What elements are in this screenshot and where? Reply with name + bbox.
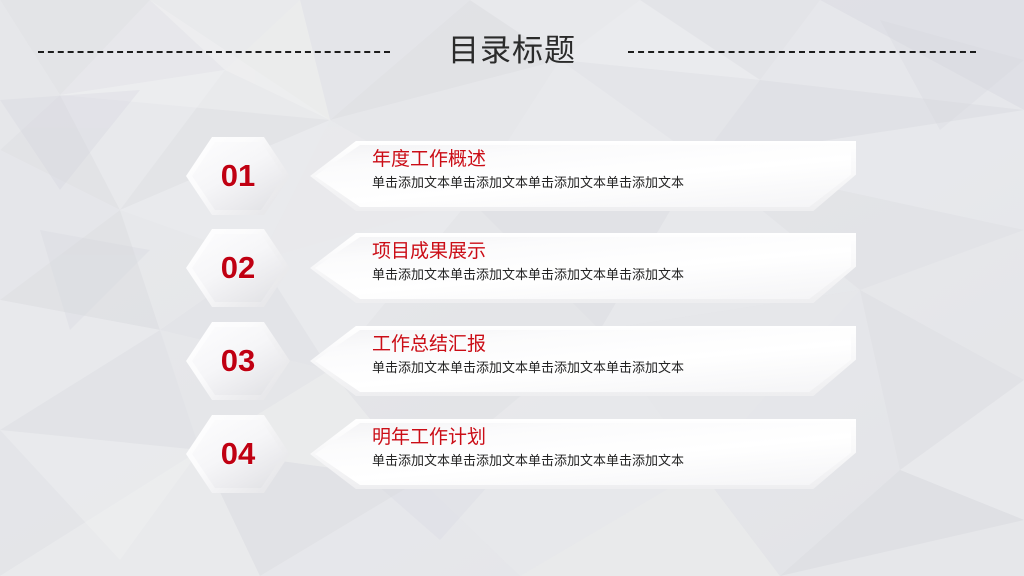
toc-item-1[interactable]: 01 年度工作概述 单击添加文本单击添加文本单击添加文本单击添加文本: [0, 137, 1024, 215]
banner-face-2: [315, 237, 851, 299]
item-subtitle-4: 单击添加文本单击添加文本单击添加文本单击添加文本: [372, 453, 685, 468]
hexagon-inner-3: [192, 327, 284, 395]
hexagon-badge-3[interactable]: 03: [186, 322, 290, 400]
hexagon-badge-1[interactable]: 01: [186, 137, 290, 215]
banner-face-4: [315, 423, 851, 485]
item-subtitle-1: 单击添加文本单击添加文本单击添加文本单击添加文本: [372, 175, 685, 190]
toc-item-4[interactable]: 04 明年工作计划 单击添加文本单击添加文本单击添加文本单击添加文本: [0, 415, 1024, 493]
banner-text-1: 年度工作概述 单击添加文本单击添加文本单击添加文本单击添加文本: [372, 147, 792, 193]
banner-4[interactable]: 明年工作计划 单击添加文本单击添加文本单击添加文本单击添加文本: [310, 419, 856, 489]
item-heading-4: 明年工作计划: [372, 427, 487, 448]
item-heading-1: 年度工作概述: [372, 149, 487, 170]
banner-face-3: [315, 330, 851, 392]
item-heading-2: 项目成果展示: [372, 241, 487, 262]
toc-item-3[interactable]: 03 工作总结汇报 单击添加文本单击添加文本单击添加文本单击添加文本: [0, 322, 1024, 400]
banner-face-1: [315, 145, 851, 207]
banner-2[interactable]: 项目成果展示 单击添加文本单击添加文本单击添加文本单击添加文本: [310, 233, 856, 303]
divider-left: [38, 51, 390, 53]
page-title: 目录标题: [448, 33, 576, 68]
hexagon-inner-4: [192, 420, 284, 488]
item-heading-3: 工作总结汇报: [372, 334, 487, 355]
banner-text-4: 明年工作计划 单击添加文本单击添加文本单击添加文本单击添加文本: [372, 425, 792, 471]
item-number-1: 01: [220, 158, 256, 193]
banner-text-3: 工作总结汇报 单击添加文本单击添加文本单击添加文本单击添加文本: [372, 332, 792, 378]
hexagon-badge-2[interactable]: 02: [186, 229, 290, 307]
toc-item-2[interactable]: 02 项目成果展示 单击添加文本单击添加文本单击添加文本单击添加文本: [0, 229, 1024, 307]
title-row: 目录标题: [0, 28, 1024, 74]
banner-1[interactable]: 年度工作概述 单击添加文本单击添加文本单击添加文本单击添加文本: [310, 141, 856, 211]
divider-right: [628, 51, 976, 53]
banner-text-2: 项目成果展示 单击添加文本单击添加文本单击添加文本单击添加文本: [372, 239, 792, 285]
item-number-4: 04: [220, 436, 256, 471]
item-number-2: 02: [220, 250, 256, 285]
hexagon-badge-4[interactable]: 04: [186, 415, 290, 493]
item-subtitle-3: 单击添加文本单击添加文本单击添加文本单击添加文本: [372, 360, 685, 375]
item-subtitle-2: 单击添加文本单击添加文本单击添加文本单击添加文本: [372, 267, 685, 282]
item-number-3: 03: [220, 343, 256, 378]
banner-3[interactable]: 工作总结汇报 单击添加文本单击添加文本单击添加文本单击添加文本: [310, 326, 856, 396]
